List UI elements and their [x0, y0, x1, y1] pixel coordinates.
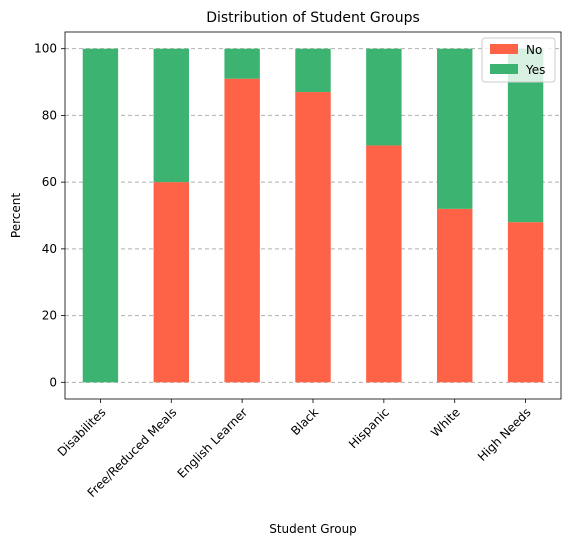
bar-no-5	[437, 208, 473, 383]
legend-label-no: No	[526, 43, 542, 57]
y-axis-label: Percent	[9, 193, 23, 238]
bar-no-4	[366, 145, 402, 383]
bar-no-6	[507, 222, 544, 383]
bar-yes-4	[366, 48, 402, 146]
x-tick-label: Disabilites	[55, 405, 109, 459]
bar-no-3	[295, 92, 331, 383]
legend: No Yes	[481, 37, 556, 83]
chart-title: Distribution of Student Groups	[206, 10, 420, 26]
bar-yes-3	[295, 48, 331, 93]
bar-yes-5	[437, 48, 473, 209]
x-tick-label: Hispanic	[346, 405, 392, 451]
legend-label-yes: Yes	[525, 63, 545, 77]
y-axis: 0 20 40 60 80 100	[34, 42, 65, 389]
x-tick-label: High Needs	[475, 405, 534, 464]
legend-swatch-yes	[490, 64, 518, 74]
bar-yes-0	[82, 48, 119, 383]
y-tick-label: 80	[42, 108, 57, 122]
x-axis-label: Student Group	[269, 522, 357, 536]
x-tick-label: English Learner	[175, 405, 251, 481]
bars	[82, 48, 544, 383]
x-tick-label: White	[428, 405, 463, 440]
legend-swatch-no	[490, 44, 518, 54]
bar-yes-2	[224, 48, 260, 79]
bar-no-2	[224, 78, 260, 383]
x-tick-label: Black	[288, 405, 321, 438]
y-tick-label: 60	[42, 175, 57, 189]
y-tick-label: 20	[42, 309, 57, 323]
y-tick-label: 100	[34, 42, 57, 56]
y-tick-label: 40	[42, 242, 57, 256]
bar-yes-1	[153, 48, 189, 183]
y-tick-label: 0	[49, 375, 57, 389]
bar-no-1	[153, 182, 189, 383]
